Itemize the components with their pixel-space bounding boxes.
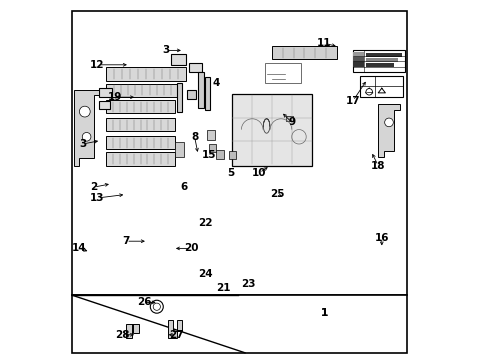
Bar [106,100,175,113]
Text: 8: 8 [191,132,198,142]
Text: 24: 24 [198,269,213,279]
Bar [106,84,178,97]
Text: 2: 2 [90,182,98,192]
Text: 22: 22 [198,218,213,228]
Bar [286,116,293,121]
Text: 7: 7 [122,236,130,246]
Bar [106,67,186,81]
Bar [360,76,403,97]
Text: 6: 6 [180,182,188,192]
Bar [366,53,402,57]
Circle shape [82,132,91,141]
Bar [189,63,202,72]
Text: 4: 4 [213,78,220,88]
Text: 16: 16 [374,233,389,243]
Text: 21: 21 [216,283,231,293]
Polygon shape [126,324,139,338]
Bar [366,63,394,67]
Bar [353,52,364,57]
Bar [106,118,175,131]
Bar [265,63,301,83]
Bar [187,90,196,99]
Text: 26: 26 [137,297,151,307]
Bar [99,88,112,97]
Text: 10: 10 [252,168,267,178]
Text: 20: 20 [184,243,198,253]
Bar [198,72,204,108]
Text: 9: 9 [288,117,295,127]
Text: 5: 5 [227,168,234,178]
Bar [353,57,364,62]
Text: 12: 12 [90,60,105,70]
Bar [106,136,175,149]
Text: 25: 25 [270,189,285,199]
Bar [272,46,337,59]
Text: 17: 17 [345,96,360,106]
Bar [72,11,407,295]
Text: 3: 3 [162,45,170,55]
Bar [175,142,184,157]
Text: 1: 1 [320,308,328,318]
Bar [232,94,312,166]
Circle shape [150,300,163,313]
Polygon shape [74,90,99,166]
Text: 27: 27 [169,330,184,340]
Bar [207,130,215,140]
Polygon shape [168,320,182,338]
Text: 28: 28 [115,330,130,340]
Bar [353,50,405,72]
Bar [229,151,236,159]
Bar [99,101,110,109]
Bar [171,54,186,65]
Text: 19: 19 [108,92,122,102]
Text: 3: 3 [79,139,87,149]
Bar [209,144,216,152]
Text: 13: 13 [90,193,105,203]
Bar [176,83,182,112]
Text: 11: 11 [317,38,331,48]
Circle shape [385,118,393,127]
Circle shape [366,89,372,95]
Bar [366,58,398,62]
Text: 14: 14 [72,243,87,253]
Text: 15: 15 [202,150,216,160]
Bar [205,77,210,110]
Bar [106,152,175,166]
Bar [353,62,364,67]
Circle shape [79,106,90,117]
Text: 18: 18 [371,161,386,171]
Bar [216,150,224,159]
Text: 23: 23 [242,279,256,289]
Bar [72,295,407,353]
Polygon shape [378,104,400,157]
Circle shape [153,303,160,310]
Text: 1: 1 [320,308,328,318]
